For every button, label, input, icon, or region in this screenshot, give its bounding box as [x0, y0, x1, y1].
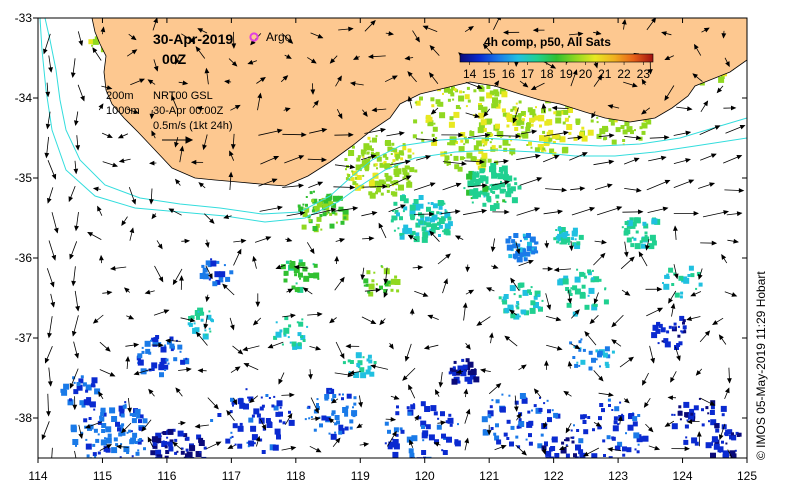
argo-legend-label: Argo: [266, 30, 292, 44]
lon-tick-label: 123: [608, 469, 628, 483]
colorbar-title: 4h comp, p50, All Sats: [484, 35, 611, 49]
colorbar-tick-label: 22: [617, 67, 631, 81]
isobath-1000m: [39, 18, 747, 223]
lon-tick-label: 124: [673, 469, 693, 483]
data-source-label: NRT00 GSL: [153, 90, 213, 102]
map-frame: [37, 17, 748, 459]
lat-tick-label: -36: [15, 251, 33, 265]
lon-tick-label: 115: [93, 469, 112, 483]
colorbar-tick-label: 16: [502, 67, 516, 81]
lon-tick-label: 117: [222, 469, 241, 483]
lat-tick-label: -34: [15, 91, 33, 105]
colorbar-tick-label: 20: [579, 67, 593, 81]
lon-tick-label: 120: [415, 469, 435, 483]
data-timestamp-label: 30-Apr 00:00Z: [153, 105, 224, 117]
colorbar-tick-label: 17: [521, 67, 535, 81]
lon-tick-label: 114: [28, 469, 47, 483]
colorbar-tick-label: 15: [482, 67, 496, 81]
colorbar-tick-label: 23: [637, 67, 651, 81]
lon-tick-label: 119: [351, 469, 370, 483]
lon-tick-label: 118: [286, 469, 305, 483]
lon-tick-label: 125: [737, 469, 757, 483]
vector-scale-arrow: [162, 136, 194, 144]
lon-tick-label: 122: [544, 469, 564, 483]
vector-scale-label: 0.5m/s (1kt 24h): [153, 120, 232, 132]
lat-tick-label: -37: [15, 331, 33, 345]
colorbar: [459, 53, 654, 63]
colorbar-tick-label: 14: [463, 67, 477, 81]
isobath-200m: [44, 18, 747, 215]
longitude-axis: 114 115 116 117 118 119 120 121 122 123 124 125: [28, 18, 757, 483]
colorbar-ticks: 14 15 16 17 18 19 20 21 22 23: [463, 62, 650, 81]
lat-tick-label: -35: [15, 171, 33, 185]
colorbar-tick-label: 21: [598, 67, 612, 81]
isobath-legend-200m: 200m: [106, 90, 134, 102]
latitude-axis: -33 -34 -35 -36 -37 -38: [15, 11, 747, 425]
map-date: 30-Apr-2019: [153, 31, 233, 47]
lon-tick-label: 121: [479, 469, 499, 483]
colorbar-tick-label: 18: [540, 67, 554, 81]
isobath-lines: [39, 18, 747, 223]
colorbar-tick-label: 19: [559, 67, 573, 81]
argo-legend-icon: [249, 32, 259, 42]
credit-label: © IMOS 05-May-2019 11:29 Hobart: [754, 271, 768, 460]
isobath-legend-1000m: 1000m: [106, 105, 140, 117]
map-time: 00Z: [162, 51, 187, 67]
lat-tick-label: -33: [15, 11, 33, 25]
lat-tick-label: -38: [15, 411, 33, 425]
current-vectors: [41, 18, 746, 458]
lon-tick-label: 116: [157, 469, 176, 483]
